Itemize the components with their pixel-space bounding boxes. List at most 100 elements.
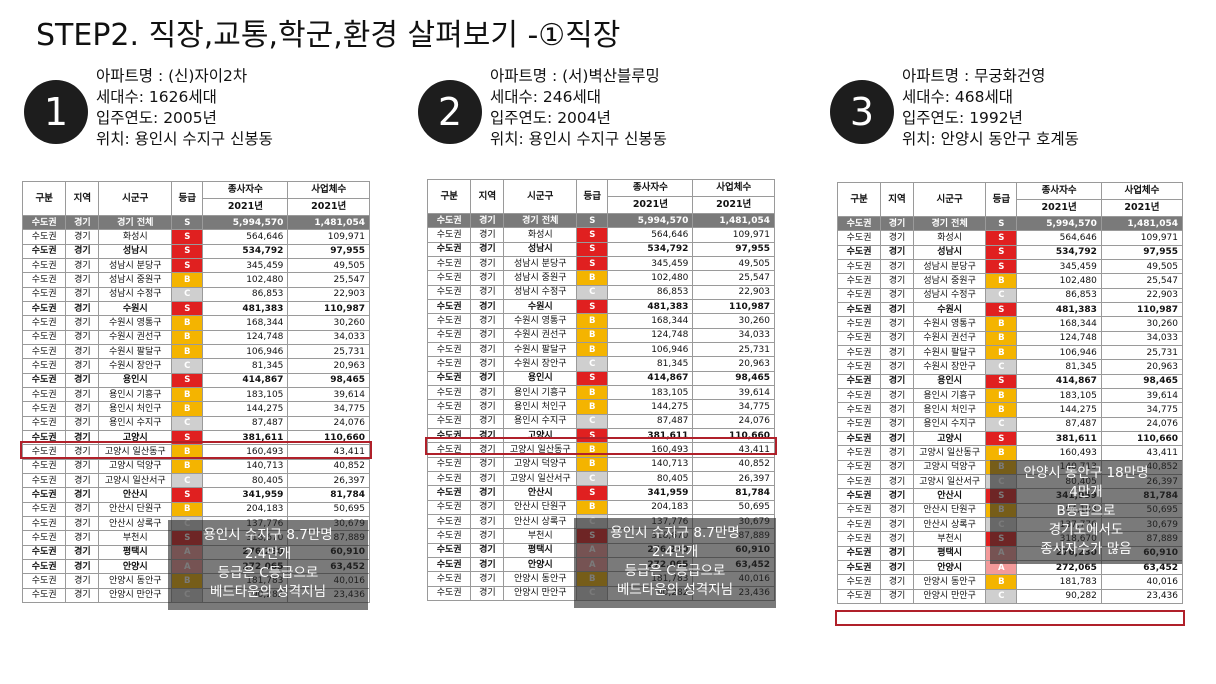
table-row: 수도권 경기 화성시 S 564,646 109,971 [426,227,775,243]
cell-region: 경기 [880,574,914,590]
cell-region: 경기 [470,513,505,530]
cell-district: 안산시 [98,487,173,503]
cell-region: 경기 [880,430,914,447]
cell-category: 수도권 [21,558,67,575]
move-in-year: 입주연도: 1992년 [902,109,1023,127]
cell-region: 경기 [880,359,914,375]
cell-grade: S [985,301,1018,318]
table-row: 수도권 경기 수원시 S 481,383 110,987 [836,301,1184,318]
cell-category: 수도권 [836,359,882,375]
page-title: STEP2. 직장,교통,학군,환경 살펴보기 -①직장 [36,18,621,53]
cell-employees: 80,405 [202,472,289,489]
cell-region: 경기 [470,284,505,300]
cell-district: 안양시 동안구 [503,571,578,587]
cell-grade: B [171,458,204,474]
cell-region: 경기 [880,301,914,318]
household-count: 세대수: 246세대 [490,88,602,106]
cell-category: 수도권 [836,301,882,318]
table-row: 수도권 경기 수원시 권선구 B 124,748 34,033 [21,329,370,345]
cell-category: 수도권 [426,499,472,515]
cell-businesses: 110,987 [1100,301,1184,318]
cell-region: 경기 [470,212,505,229]
cell-employees: 381,611 [1016,430,1102,447]
cell-businesses: 49,505 [1100,258,1184,275]
cell-region: 경기 [65,401,100,417]
cell-region: 경기 [880,287,914,303]
cell-grade: S [171,243,204,259]
cell-category: 수도권 [21,372,67,388]
cell-grade: B [576,384,609,401]
cell-category: 수도권 [426,571,472,587]
header-employees: 종사자수 [607,179,694,197]
cell-district: 수원시 팔달구 [912,344,987,361]
cell-district: 안양시 동안구 [912,574,987,590]
cell-grade: S [985,373,1018,389]
cell-category: 수도권 [836,473,882,490]
cell-region: 경기 [880,545,914,561]
note-line: 4만개 [1069,484,1103,500]
cell-category: 수도권 [21,358,67,374]
table-row: 수도권 경기 수원시 영통구 B 168,344 30,260 [836,316,1184,332]
cell-district: 안양시 [98,558,173,575]
cell-category: 수도권 [21,501,67,517]
cell-employees: 183,105 [607,384,694,401]
cell-category: 수도권 [836,502,882,518]
cell-district: 화성시 [912,230,987,246]
cell-businesses: 22,903 [692,284,775,300]
cell-businesses: 26,397 [287,472,370,489]
cell-businesses: 97,955 [692,241,775,257]
cell-region: 경기 [470,556,505,573]
apartment-name: 아파트명 : 무궁화건영 [902,67,1046,85]
cell-region: 경기 [65,558,100,575]
cell-category: 수도권 [21,573,67,589]
cell-district: 부천시 [98,530,173,546]
cell-category: 수도권 [426,585,472,601]
cell-category: 수도권 [21,472,67,489]
move-in-year: 입주연도: 2005년 [96,109,217,127]
cell-employees: 102,480 [202,272,289,288]
cell-category: 수도권 [836,402,882,418]
cell-district: 수원시 [912,301,987,318]
cell-employees: 481,383 [202,300,289,317]
cell-employees: 414,867 [1016,373,1102,389]
table-row: 수도권 경기 수원시 팔달구 B 106,946 25,731 [21,343,370,360]
cell-businesses: 25,547 [287,272,370,288]
cell-district: 화성시 [503,227,578,243]
header-year: 2021년 [287,198,370,216]
cell-businesses: 34,033 [692,327,775,343]
cell-category: 수도권 [21,286,67,302]
cell-employees: 87,487 [1016,416,1102,432]
cell-region: 경기 [470,227,505,243]
cell-district: 성남시 [98,243,173,259]
cell-grade: C [985,359,1018,375]
header-category: 구분 [426,179,472,214]
cell-district: 용인시 수지구 [503,413,578,429]
cell-category: 수도권 [426,313,472,329]
cell-region: 경기 [880,344,914,361]
cell-grade: B [576,313,609,329]
cell-category: 수도권 [21,401,67,417]
cell-grade: S [171,487,204,503]
cell-category: 수도권 [836,344,882,361]
cell-businesses: 110,987 [287,300,370,317]
annotation-note-2: 용인시 수지구 8.7만명 2.4만개 등급은 C등급으로 베드타운의 성격지님 [574,518,776,608]
note-line: 종사자수가 많음 [1040,541,1132,557]
table-row: 수도권 경기 수원시 장안구 C 81,345 20,963 [426,356,775,372]
cell-category: 수도권 [426,341,472,358]
cell-region: 경기 [470,470,505,487]
table-row: 수도권 경기 수원시 장안구 C 81,345 20,963 [836,359,1184,375]
cell-employees: 564,646 [1016,230,1102,246]
note-line: 베드타운의 성격지님 [209,584,327,600]
cell-district: 용인시 [912,373,987,389]
cell-category: 수도권 [21,243,67,259]
cell-grade: S [985,244,1018,260]
cell-category: 수도권 [21,257,67,274]
cell-grade: B [985,330,1018,346]
cell-businesses: 1,481,054 [692,212,775,229]
cell-district: 성남시 중원구 [98,272,173,288]
cell-grade: B [171,343,204,360]
